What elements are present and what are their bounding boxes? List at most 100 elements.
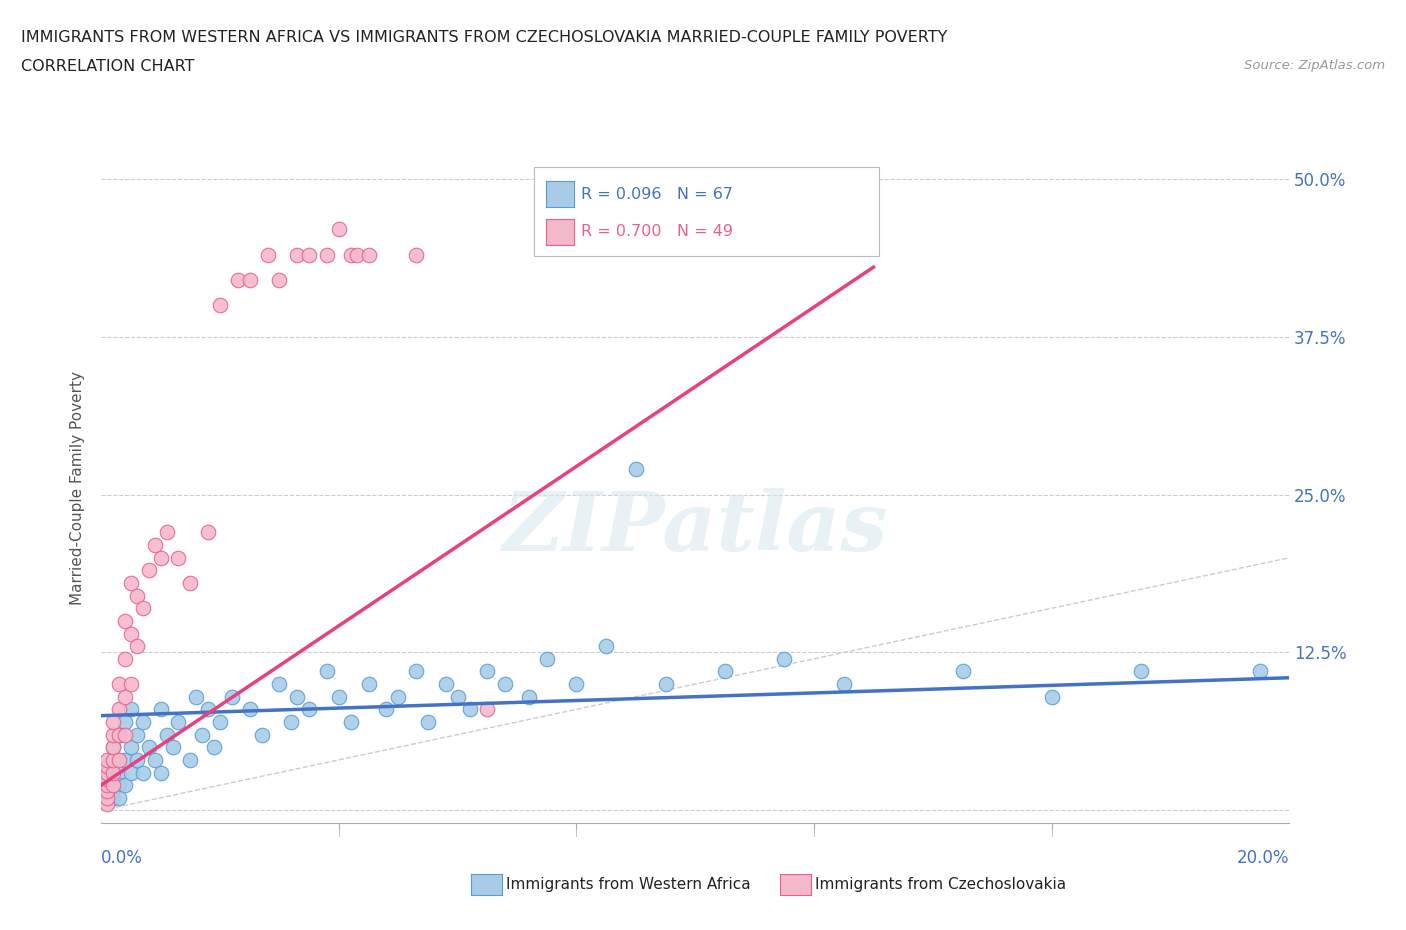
- Point: [138, 563, 160, 578]
- Point: [101, 790, 124, 805]
- Point: [96, 777, 118, 792]
- Text: Immigrants from Czechoslovakia: Immigrants from Czechoslovakia: [815, 877, 1067, 892]
- Point: [239, 272, 262, 287]
- Point: [155, 727, 177, 742]
- Point: [114, 727, 136, 742]
- Point: [221, 689, 243, 704]
- Point: [101, 739, 124, 754]
- Point: [108, 727, 131, 742]
- Point: [114, 714, 136, 729]
- Point: [125, 639, 148, 654]
- Point: [1249, 664, 1271, 679]
- Point: [108, 702, 131, 717]
- Point: [209, 714, 232, 729]
- Point: [120, 739, 142, 754]
- Point: [96, 790, 118, 805]
- Point: [143, 752, 166, 767]
- Point: [328, 222, 350, 237]
- Point: [298, 247, 321, 262]
- Y-axis label: Married-Couple Family Poverty: Married-Couple Family Poverty: [70, 371, 86, 605]
- Point: [1040, 689, 1063, 704]
- Point: [162, 739, 184, 754]
- Point: [114, 689, 136, 704]
- Point: [832, 677, 855, 692]
- Point: [285, 247, 308, 262]
- Text: 20.0%: 20.0%: [1237, 849, 1289, 868]
- Point: [96, 790, 118, 805]
- Point: [1129, 664, 1152, 679]
- Point: [316, 664, 339, 679]
- Point: [120, 677, 142, 692]
- Text: Immigrants from Western Africa: Immigrants from Western Africa: [506, 877, 751, 892]
- Point: [339, 714, 361, 729]
- Point: [250, 727, 273, 742]
- Text: IMMIGRANTS FROM WESTERN AFRICA VS IMMIGRANTS FROM CZECHOSLOVAKIA MARRIED-COUPLE : IMMIGRANTS FROM WESTERN AFRICA VS IMMIGR…: [21, 30, 948, 45]
- Text: ZIPatlas: ZIPatlas: [502, 488, 889, 568]
- Point: [477, 702, 499, 717]
- Point: [405, 247, 427, 262]
- Point: [96, 771, 118, 786]
- Point: [179, 576, 201, 591]
- Point: [132, 601, 155, 616]
- Point: [96, 752, 118, 767]
- Point: [285, 689, 308, 704]
- Point: [269, 272, 291, 287]
- Point: [434, 677, 457, 692]
- Point: [357, 677, 380, 692]
- Point: [328, 689, 350, 704]
- Point: [120, 702, 142, 717]
- Point: [624, 462, 647, 477]
- Point: [202, 739, 225, 754]
- Point: [101, 752, 124, 767]
- Point: [179, 752, 201, 767]
- Point: [114, 651, 136, 666]
- Point: [357, 247, 380, 262]
- Point: [132, 765, 155, 780]
- Point: [477, 664, 499, 679]
- Point: [108, 752, 131, 767]
- Point: [96, 765, 118, 780]
- Point: [952, 664, 974, 679]
- Point: [447, 689, 470, 704]
- Point: [405, 664, 427, 679]
- Point: [387, 689, 409, 704]
- Point: [269, 677, 291, 692]
- Point: [96, 784, 118, 799]
- Point: [101, 752, 124, 767]
- Point: [125, 588, 148, 603]
- Point: [714, 664, 737, 679]
- Text: R = 0.700   N = 49: R = 0.700 N = 49: [581, 224, 733, 239]
- Point: [120, 765, 142, 780]
- Point: [280, 714, 302, 729]
- Point: [375, 702, 398, 717]
- Point: [138, 739, 160, 754]
- Point: [149, 765, 172, 780]
- Point: [197, 525, 219, 540]
- Point: [226, 272, 249, 287]
- Point: [517, 689, 540, 704]
- Point: [114, 614, 136, 629]
- Point: [101, 777, 124, 792]
- Point: [339, 247, 361, 262]
- Point: [256, 247, 278, 262]
- Point: [167, 551, 190, 565]
- Point: [101, 727, 124, 742]
- Point: [120, 626, 142, 641]
- Point: [654, 677, 676, 692]
- Point: [316, 247, 339, 262]
- Point: [101, 777, 124, 792]
- Point: [458, 702, 481, 717]
- Point: [167, 714, 190, 729]
- Point: [239, 702, 262, 717]
- Point: [197, 702, 219, 717]
- Point: [125, 727, 148, 742]
- Text: 0.0%: 0.0%: [101, 849, 143, 868]
- Point: [132, 714, 155, 729]
- Point: [114, 777, 136, 792]
- Point: [186, 689, 208, 704]
- Point: [298, 702, 321, 717]
- Point: [191, 727, 214, 742]
- Point: [143, 538, 166, 552]
- Text: CORRELATION CHART: CORRELATION CHART: [21, 59, 194, 73]
- Point: [108, 765, 131, 780]
